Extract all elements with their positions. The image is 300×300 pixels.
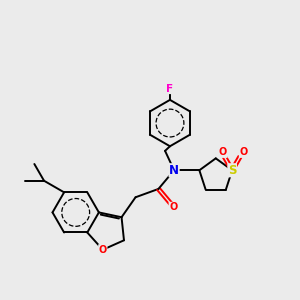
Text: F: F — [167, 84, 173, 94]
Text: O: O — [239, 147, 247, 158]
Text: N: N — [169, 164, 179, 177]
Text: S: S — [228, 164, 236, 177]
Text: O: O — [169, 202, 177, 212]
Text: O: O — [99, 245, 107, 255]
Text: O: O — [219, 147, 227, 158]
